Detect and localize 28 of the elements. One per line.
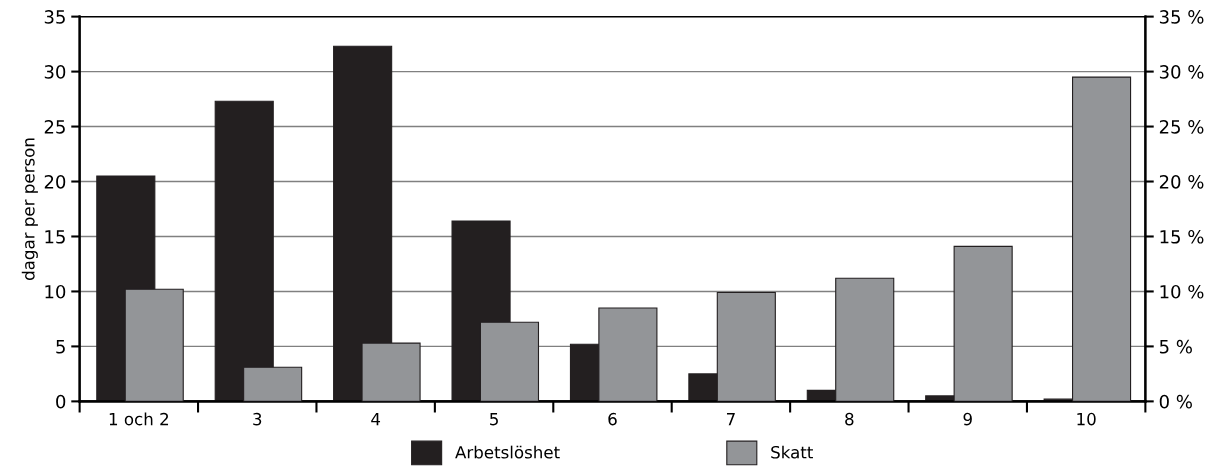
y-tick-label: 5: [56, 340, 65, 354]
y2-tick-label: 15 %: [1160, 229, 1204, 244]
x-tick-label: 9: [963, 412, 972, 426]
y2-tick-label: 30 %: [1159, 65, 1204, 79]
legend-label: Arbetslöshet: [455, 445, 560, 459]
x-tick-label: 6: [608, 412, 617, 426]
y2-tick-label: 5 %: [1159, 339, 1192, 354]
x-tick-label: 8: [845, 412, 854, 426]
y-tick-label: 35: [44, 10, 65, 24]
y2-tick-label: 20 %: [1159, 174, 1204, 189]
legend-label: Skatt: [771, 445, 813, 459]
x-tick-label: 3: [253, 412, 262, 426]
y2-tick-label: 35 %: [1159, 10, 1204, 24]
y2-tick-label: 0 %: [1159, 394, 1192, 409]
y-tick-label: 20: [44, 174, 66, 189]
x-tick-label: 7: [726, 413, 735, 426]
y-tick-label: 25: [44, 120, 65, 134]
y-tick-label: 30: [44, 65, 66, 79]
x-tick-label: 10: [1077, 412, 1096, 426]
x-tick-label: 1 och 2: [109, 412, 169, 426]
y-tick-label: 10: [45, 284, 66, 299]
x-tick-label: 4: [371, 413, 381, 426]
y2-tick-label: 10 %: [1160, 284, 1204, 299]
y2-tick-label: 25 %: [1159, 120, 1204, 134]
x-tick-label: 5: [490, 413, 498, 426]
y-axis-title: dagar per person: [21, 138, 38, 281]
y-tick-label: 0: [56, 394, 66, 409]
y-tick-label: 15: [45, 230, 65, 244]
